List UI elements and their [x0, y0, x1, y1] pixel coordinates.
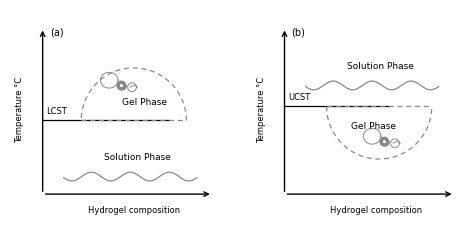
Text: Hydrogel composition: Hydrogel composition — [88, 206, 180, 215]
Text: Temperature °C: Temperature °C — [15, 77, 24, 143]
Text: Temperature °C: Temperature °C — [257, 77, 266, 143]
Text: Gel Phase: Gel Phase — [351, 122, 396, 131]
Text: LCST: LCST — [46, 107, 67, 116]
Text: UCST: UCST — [288, 93, 310, 102]
Text: Solution Phase: Solution Phase — [347, 62, 414, 71]
Text: Hydrogel composition: Hydrogel composition — [329, 206, 422, 215]
Text: Gel Phase: Gel Phase — [122, 99, 167, 107]
Text: Solution Phase: Solution Phase — [104, 153, 171, 162]
Text: (a): (a) — [50, 28, 64, 38]
Text: (b): (b) — [292, 28, 305, 38]
